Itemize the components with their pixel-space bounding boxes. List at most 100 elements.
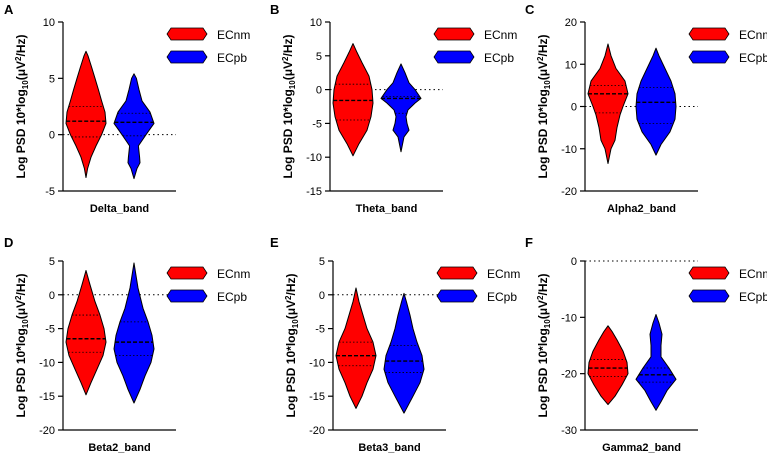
y-label-part: Log PSD 10*log — [14, 328, 28, 417]
x-axis-label: Beta3_band — [358, 442, 420, 453]
y-tick-label: -10 — [561, 144, 577, 156]
y-tick-label: -15 — [309, 391, 325, 403]
y-label-part: (μV — [284, 300, 298, 319]
y-label-part: /Hz) — [281, 34, 295, 56]
y-tick-label: -10 — [39, 357, 55, 369]
y-label-part: (μV — [536, 300, 550, 319]
y-axis-label: Log PSD 10*log10(μV2/Hz) — [281, 34, 297, 178]
legend-swatch-ecpb — [688, 289, 730, 303]
y-tick-label: 20 — [565, 17, 577, 29]
panel-letter: A — [4, 2, 14, 17]
y-tick-label: 10 — [565, 59, 577, 71]
violin-ecpb — [113, 73, 155, 180]
panel-f: F -30 -20 -10 0 Gamma2_band Log PSD 10*log10(μ… — [525, 235, 767, 453]
violin-ecpb — [380, 63, 422, 153]
y-axis-label: Log PSD 10*log10(μV2/Hz) — [284, 273, 300, 417]
legend-swatch-ecnm — [433, 27, 475, 41]
y-tick-label: -10 — [306, 152, 322, 164]
legend-label: ECnm — [217, 267, 250, 281]
legend-label: ECnm — [739, 267, 767, 281]
violin-ecnm — [587, 325, 629, 406]
y-label-part: 10 — [543, 319, 552, 328]
violin-ecpb — [383, 292, 425, 414]
y-tick-label: -20 — [561, 369, 577, 381]
y-tick-label: 5 — [316, 51, 322, 63]
y-tick-label: 5 — [319, 256, 325, 268]
y-label-part: /Hz) — [536, 273, 550, 295]
violin-ecnm — [65, 50, 107, 178]
violin-ecnm — [65, 270, 107, 396]
y-label-part: Log PSD 10*log — [281, 89, 295, 178]
y-tick-label: -15 — [39, 391, 55, 403]
y-label-part: /Hz) — [284, 273, 298, 295]
y-tick-label: 10 — [310, 17, 322, 29]
y-label-part: 2 — [536, 295, 545, 300]
y-tick-label: 0 — [49, 130, 55, 142]
violin-ecnm — [587, 43, 629, 164]
legend-label: ECnm — [739, 28, 767, 42]
y-axis-label: Log PSD 10*log10(μV2/Hz) — [14, 34, 30, 178]
y-label-part: 10 — [291, 319, 300, 328]
y-label-part: 10 — [543, 80, 552, 89]
y-tick-label: -5 — [45, 186, 55, 198]
legend-swatch-ecpb — [433, 50, 475, 64]
y-tick-label: 5 — [49, 73, 55, 85]
violin-ecpb — [635, 314, 677, 411]
y-tick-label: -5 — [45, 324, 55, 336]
y-label-part: 2 — [284, 295, 293, 300]
y-label-part: Log PSD 10*log — [536, 89, 550, 178]
panel-letter: D — [4, 235, 13, 250]
legend-swatch-ecnm — [688, 27, 730, 41]
y-tick-label: -30 — [561, 425, 577, 437]
legend-label: ECpb — [217, 290, 247, 304]
y-tick-label: -20 — [309, 425, 325, 437]
y-label-part: 2 — [14, 295, 23, 300]
panel-d: D -20 -15 -10 -5 0 5 Beta2_band Log PSD 10*log10… — [4, 235, 250, 453]
y-label-part: 2 — [14, 56, 23, 61]
x-axis-label: Delta_band — [90, 203, 149, 215]
y-label-part: (μV — [536, 61, 550, 80]
y-tick-label: -10 — [309, 357, 325, 369]
y-label-part: /Hz) — [14, 34, 28, 56]
x-axis-label: Theta_band — [356, 203, 418, 215]
y-tick-label: -5 — [312, 118, 322, 130]
y-tick-label: -20 — [561, 186, 577, 198]
y-label-part: 10 — [288, 80, 297, 89]
y-label-part: 10 — [21, 80, 30, 89]
y-label-part: 2 — [281, 56, 290, 61]
y-label-part: /Hz) — [536, 34, 550, 56]
y-tick-label: 0 — [571, 256, 577, 268]
y-tick-label: 0 — [49, 290, 55, 302]
panel-letter: C — [525, 2, 535, 17]
panel-a: A -5 0 5 10 Delta_band Log PSD 10*log10(μV2/Hz… — [4, 2, 250, 215]
legend-swatch-ecpb — [688, 50, 730, 64]
legend-label: ECpb — [487, 290, 517, 304]
y-tick-label: -20 — [39, 425, 55, 437]
legend-label: ECpb — [217, 51, 247, 65]
legend-swatch-ecnm — [688, 266, 730, 280]
y-label-part: (μV — [14, 300, 28, 319]
legend-label: ECpb — [739, 51, 767, 65]
y-tick-label: -15 — [306, 186, 322, 198]
panel-letter: B — [270, 2, 279, 17]
y-label-part: (μV — [281, 61, 295, 80]
y-label-part: Log PSD 10*log — [14, 89, 28, 178]
legend-swatch-ecpb — [436, 289, 478, 303]
x-axis-label: Alpha2_band — [607, 203, 676, 215]
violin-ecnm — [335, 287, 377, 409]
violin-ecnm — [332, 43, 374, 157]
legend-label: ECnm — [487, 267, 520, 281]
y-label-part: 10 — [21, 319, 30, 328]
y-tick-label: 5 — [49, 256, 55, 268]
y-axis-label: Log PSD 10*log10(μV2/Hz) — [536, 34, 552, 178]
panel-letter: F — [525, 235, 533, 250]
y-axis-label: Log PSD 10*log10(μV2/Hz) — [14, 273, 30, 417]
y-label-part: Log PSD 10*log — [284, 328, 298, 417]
panel-e: E -20 -15 -10 -5 0 5 Beta3_band Log PSD 10*log10… — [270, 235, 520, 453]
legend-label: ECpb — [739, 290, 767, 304]
y-tick-label: 0 — [319, 290, 325, 302]
x-axis-label: Gamma2_band — [602, 442, 681, 453]
panel-letter: E — [270, 235, 279, 250]
